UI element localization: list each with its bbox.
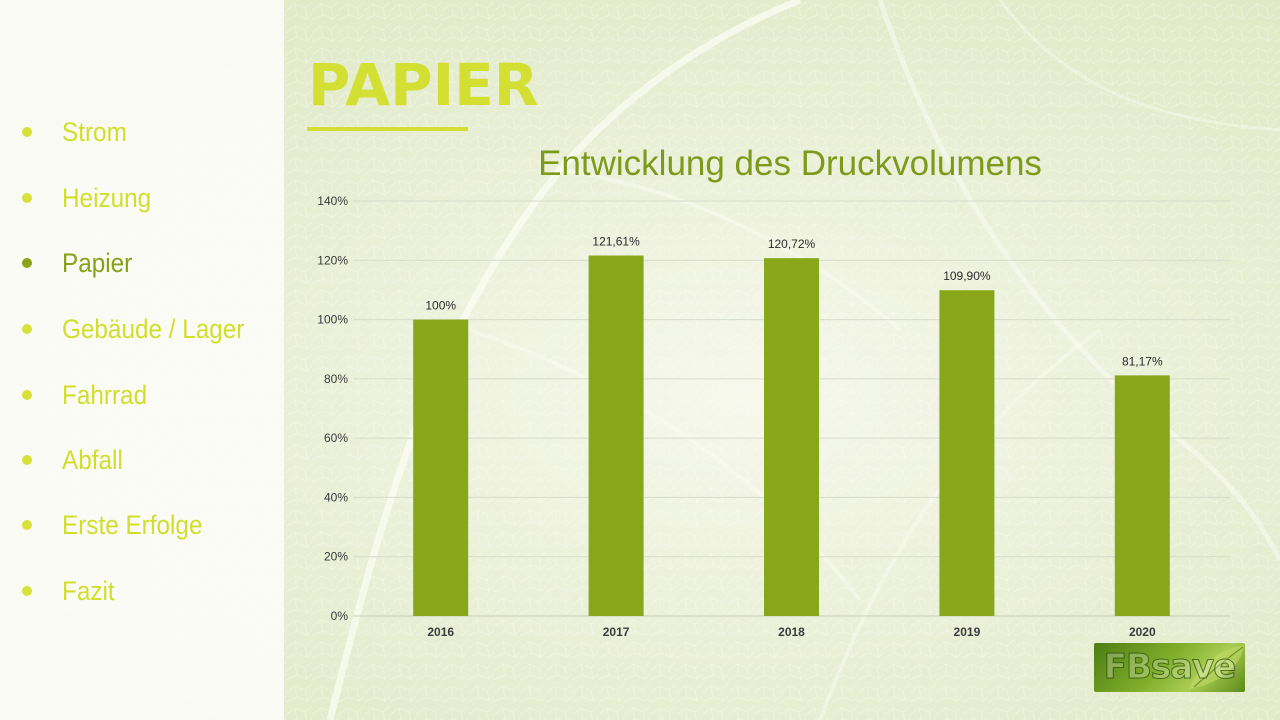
y-tick-label: 60%: [324, 431, 348, 445]
y-tick-label: 80%: [324, 372, 348, 386]
bar: [939, 290, 995, 616]
x-tick-label: 2017: [603, 625, 630, 639]
sidebar-item-label: Fahrrad: [62, 379, 148, 410]
data-label: 120,72%: [768, 237, 816, 251]
y-tick-label: 100%: [317, 313, 348, 327]
bar: [1114, 375, 1170, 616]
bullet-icon: [22, 586, 32, 596]
bullet-icon: [22, 193, 32, 203]
bullet-icon: [22, 127, 32, 137]
x-tick-label: 2018: [778, 625, 805, 639]
sidebar-item-label: Fazit: [62, 575, 115, 606]
sidebar-item-erste-erfolge[interactable]: Erste Erfolge: [0, 505, 284, 545]
bullet-icon: [22, 390, 32, 400]
bullet-icon: [22, 324, 32, 334]
sidebar-nav: Strom Heizung Papier Gebäude / Lager Fah…: [0, 0, 284, 720]
chart-title: Entwicklung des Druckvolumens: [538, 144, 1042, 183]
x-tick-label: 2016: [427, 625, 454, 639]
y-tick-label: 140%: [317, 194, 348, 208]
sidebar-item-heizung[interactable]: Heizung: [0, 178, 284, 218]
x-tick-label: 2019: [954, 625, 981, 639]
data-label: 81,17%: [1122, 354, 1163, 368]
bar: [764, 258, 819, 616]
y-tick-label: 0%: [331, 609, 349, 623]
bar: [413, 319, 469, 616]
sidebar-item-fazit[interactable]: Fazit: [0, 571, 284, 611]
bullet-icon: [22, 520, 32, 530]
data-label: 109,90%: [943, 269, 991, 283]
data-label: 100%: [425, 299, 456, 313]
logo-text: FBsave: [1103, 647, 1237, 688]
page-title: PAPIER: [308, 51, 539, 119]
x-tick-label: 2020: [1129, 625, 1156, 639]
sidebar-item-label: Papier: [62, 247, 133, 278]
y-tick-label: 40%: [324, 490, 348, 504]
data-label: 121,61%: [592, 235, 640, 249]
bullet-icon: [22, 455, 32, 465]
sidebar-item-strom[interactable]: Strom: [0, 112, 284, 152]
bar: [588, 255, 644, 616]
sidebar-item-label: Heizung: [62, 182, 152, 213]
sidebar-item-label: Erste Erfolge: [62, 509, 203, 540]
sidebar-item-fahrrad[interactable]: Fahrrad: [0, 375, 284, 415]
y-tick-label: 20%: [324, 550, 348, 564]
bullet-icon: [22, 258, 32, 268]
y-tick-label: 120%: [317, 253, 348, 267]
fbsave-logo: FBsave: [1094, 643, 1245, 692]
sidebar-item-papier[interactable]: Papier: [0, 243, 284, 283]
sidebar-item-abfall[interactable]: Abfall: [0, 440, 284, 480]
sidebar-item-label: Abfall: [62, 444, 123, 475]
sidebar-item-label: Gebäude / Lager: [62, 313, 245, 344]
sidebar-item-label: Strom: [62, 116, 127, 147]
title-underline: [307, 127, 468, 131]
leaf-icon: [1189, 645, 1244, 689]
sidebar-item-gebaeude-lager[interactable]: Gebäude / Lager: [0, 309, 284, 349]
